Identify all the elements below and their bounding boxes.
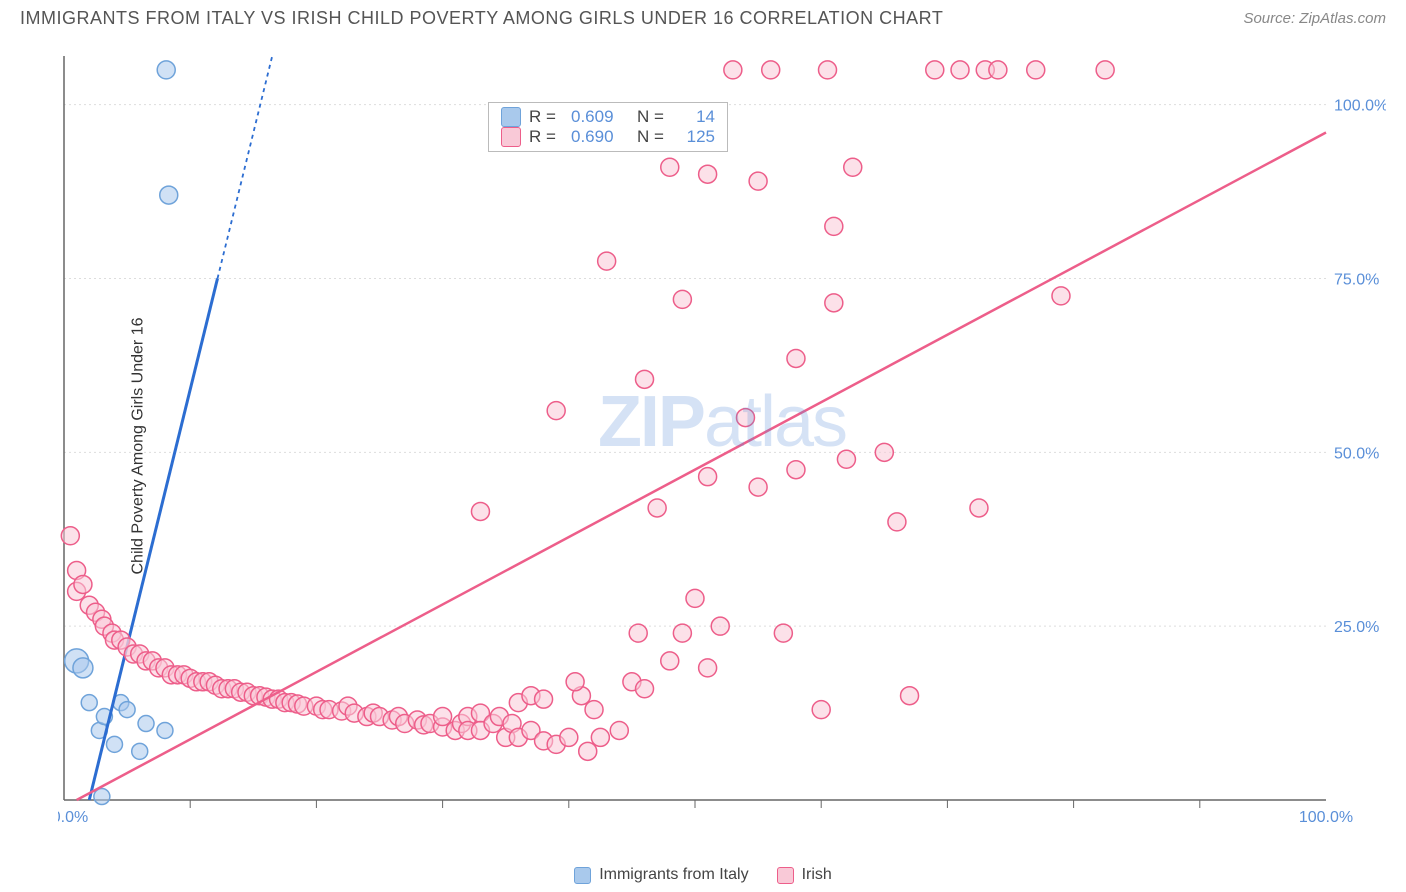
svg-text:75.0%: 75.0% (1334, 272, 1379, 289)
legend-n-label: N = (637, 127, 671, 147)
legend-swatch (501, 127, 521, 147)
legend-r-label: R = (529, 127, 563, 147)
chart-svg: 25.0% 50.0% 75.0% 100.0% 0.0% 100.0% (58, 50, 1386, 826)
legend-swatch (501, 107, 521, 127)
legend-series-name: Irish (802, 866, 832, 884)
legend-r-label: R = (529, 107, 563, 127)
svg-text:50.0%: 50.0% (1334, 445, 1379, 462)
correlation-legend: R = 0.609 N = 14 R = 0.690 N = 125 (488, 102, 728, 152)
source-label: Source: ZipAtlas.com (1243, 10, 1386, 27)
svg-text:0.0%: 0.0% (58, 809, 88, 826)
legend-row: R = 0.609 N = 14 (501, 107, 715, 127)
svg-text:100.0%: 100.0% (1334, 98, 1386, 115)
legend-n-value: 14 (679, 107, 715, 127)
legend-swatch (777, 867, 794, 884)
legend-n-label: N = (637, 107, 671, 127)
legend-series-name: Immigrants from Italy (599, 866, 748, 884)
legend-swatch (574, 867, 591, 884)
svg-text:25.0%: 25.0% (1334, 619, 1379, 636)
legend-r-value: 0.690 (571, 127, 629, 147)
chart-title: IMMIGRANTS FROM ITALY VS IRISH CHILD POV… (20, 8, 943, 29)
legend-r-value: 0.609 (571, 107, 629, 127)
legend-n-value: 125 (679, 127, 715, 147)
plot-area: 25.0%50.0%75.0%100.0%0.0%100.0% ZIPatlas… (58, 50, 1386, 826)
series-legend: Immigrants from Italy Irish (0, 866, 1406, 884)
legend-item: Irish (777, 866, 832, 884)
svg-text:100.0%: 100.0% (1299, 809, 1353, 826)
legend-row: R = 0.690 N = 125 (501, 127, 715, 147)
legend-item: Immigrants from Italy (574, 866, 748, 884)
